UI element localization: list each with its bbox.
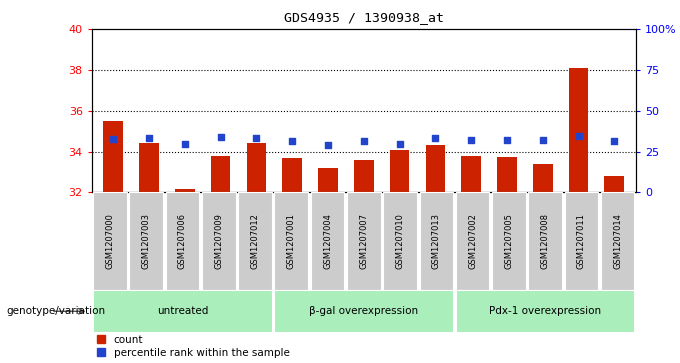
Text: GSM1207012: GSM1207012 bbox=[250, 213, 260, 269]
Point bbox=[143, 135, 154, 141]
Text: GSM1207006: GSM1207006 bbox=[178, 213, 187, 269]
Text: GDS4935 / 1390938_at: GDS4935 / 1390938_at bbox=[284, 11, 444, 24]
Bar bbox=[211, 156, 231, 192]
Text: β-gal overexpression: β-gal overexpression bbox=[309, 306, 418, 316]
Bar bbox=[247, 143, 267, 192]
Text: untreated: untreated bbox=[157, 306, 208, 316]
Point bbox=[573, 133, 584, 139]
Point bbox=[609, 138, 619, 144]
Text: GSM1207003: GSM1207003 bbox=[141, 213, 151, 269]
Bar bbox=[533, 164, 553, 192]
Point bbox=[537, 138, 548, 143]
Text: GSM1207007: GSM1207007 bbox=[359, 213, 369, 269]
Bar bbox=[605, 176, 624, 192]
Text: GSM1207004: GSM1207004 bbox=[323, 213, 332, 269]
Text: genotype/variation: genotype/variation bbox=[7, 306, 106, 316]
Text: GSM1207005: GSM1207005 bbox=[505, 213, 513, 269]
Point bbox=[180, 142, 190, 147]
Text: GSM1207014: GSM1207014 bbox=[613, 213, 622, 269]
Point bbox=[108, 136, 119, 142]
Text: Pdx-1 overexpression: Pdx-1 overexpression bbox=[489, 306, 601, 316]
Text: GSM1207002: GSM1207002 bbox=[468, 213, 477, 269]
Text: GSM1207011: GSM1207011 bbox=[577, 213, 586, 269]
Text: GSM1207013: GSM1207013 bbox=[432, 213, 441, 269]
Bar bbox=[318, 168, 338, 192]
Text: GSM1207001: GSM1207001 bbox=[287, 213, 296, 269]
Point bbox=[287, 138, 298, 144]
Text: GSM1207000: GSM1207000 bbox=[105, 213, 114, 269]
Bar bbox=[354, 160, 373, 192]
Bar bbox=[426, 146, 445, 192]
Bar bbox=[139, 143, 159, 192]
Point bbox=[466, 138, 477, 143]
Bar bbox=[461, 156, 481, 192]
Bar bbox=[103, 121, 123, 192]
Bar bbox=[175, 189, 194, 192]
Text: GSM1207010: GSM1207010 bbox=[396, 213, 405, 269]
Point bbox=[430, 135, 441, 141]
Point bbox=[322, 143, 333, 148]
Bar bbox=[497, 157, 517, 192]
Text: GSM1207008: GSM1207008 bbox=[541, 213, 549, 269]
Bar bbox=[282, 158, 302, 192]
Point bbox=[394, 142, 405, 147]
Point bbox=[358, 138, 369, 144]
Point bbox=[251, 135, 262, 141]
Legend: count, percentile rank within the sample: count, percentile rank within the sample bbox=[97, 335, 290, 358]
Point bbox=[502, 138, 513, 143]
Text: GSM1207009: GSM1207009 bbox=[214, 213, 223, 269]
Point bbox=[215, 134, 226, 140]
Bar bbox=[390, 150, 409, 192]
Bar bbox=[568, 68, 588, 192]
